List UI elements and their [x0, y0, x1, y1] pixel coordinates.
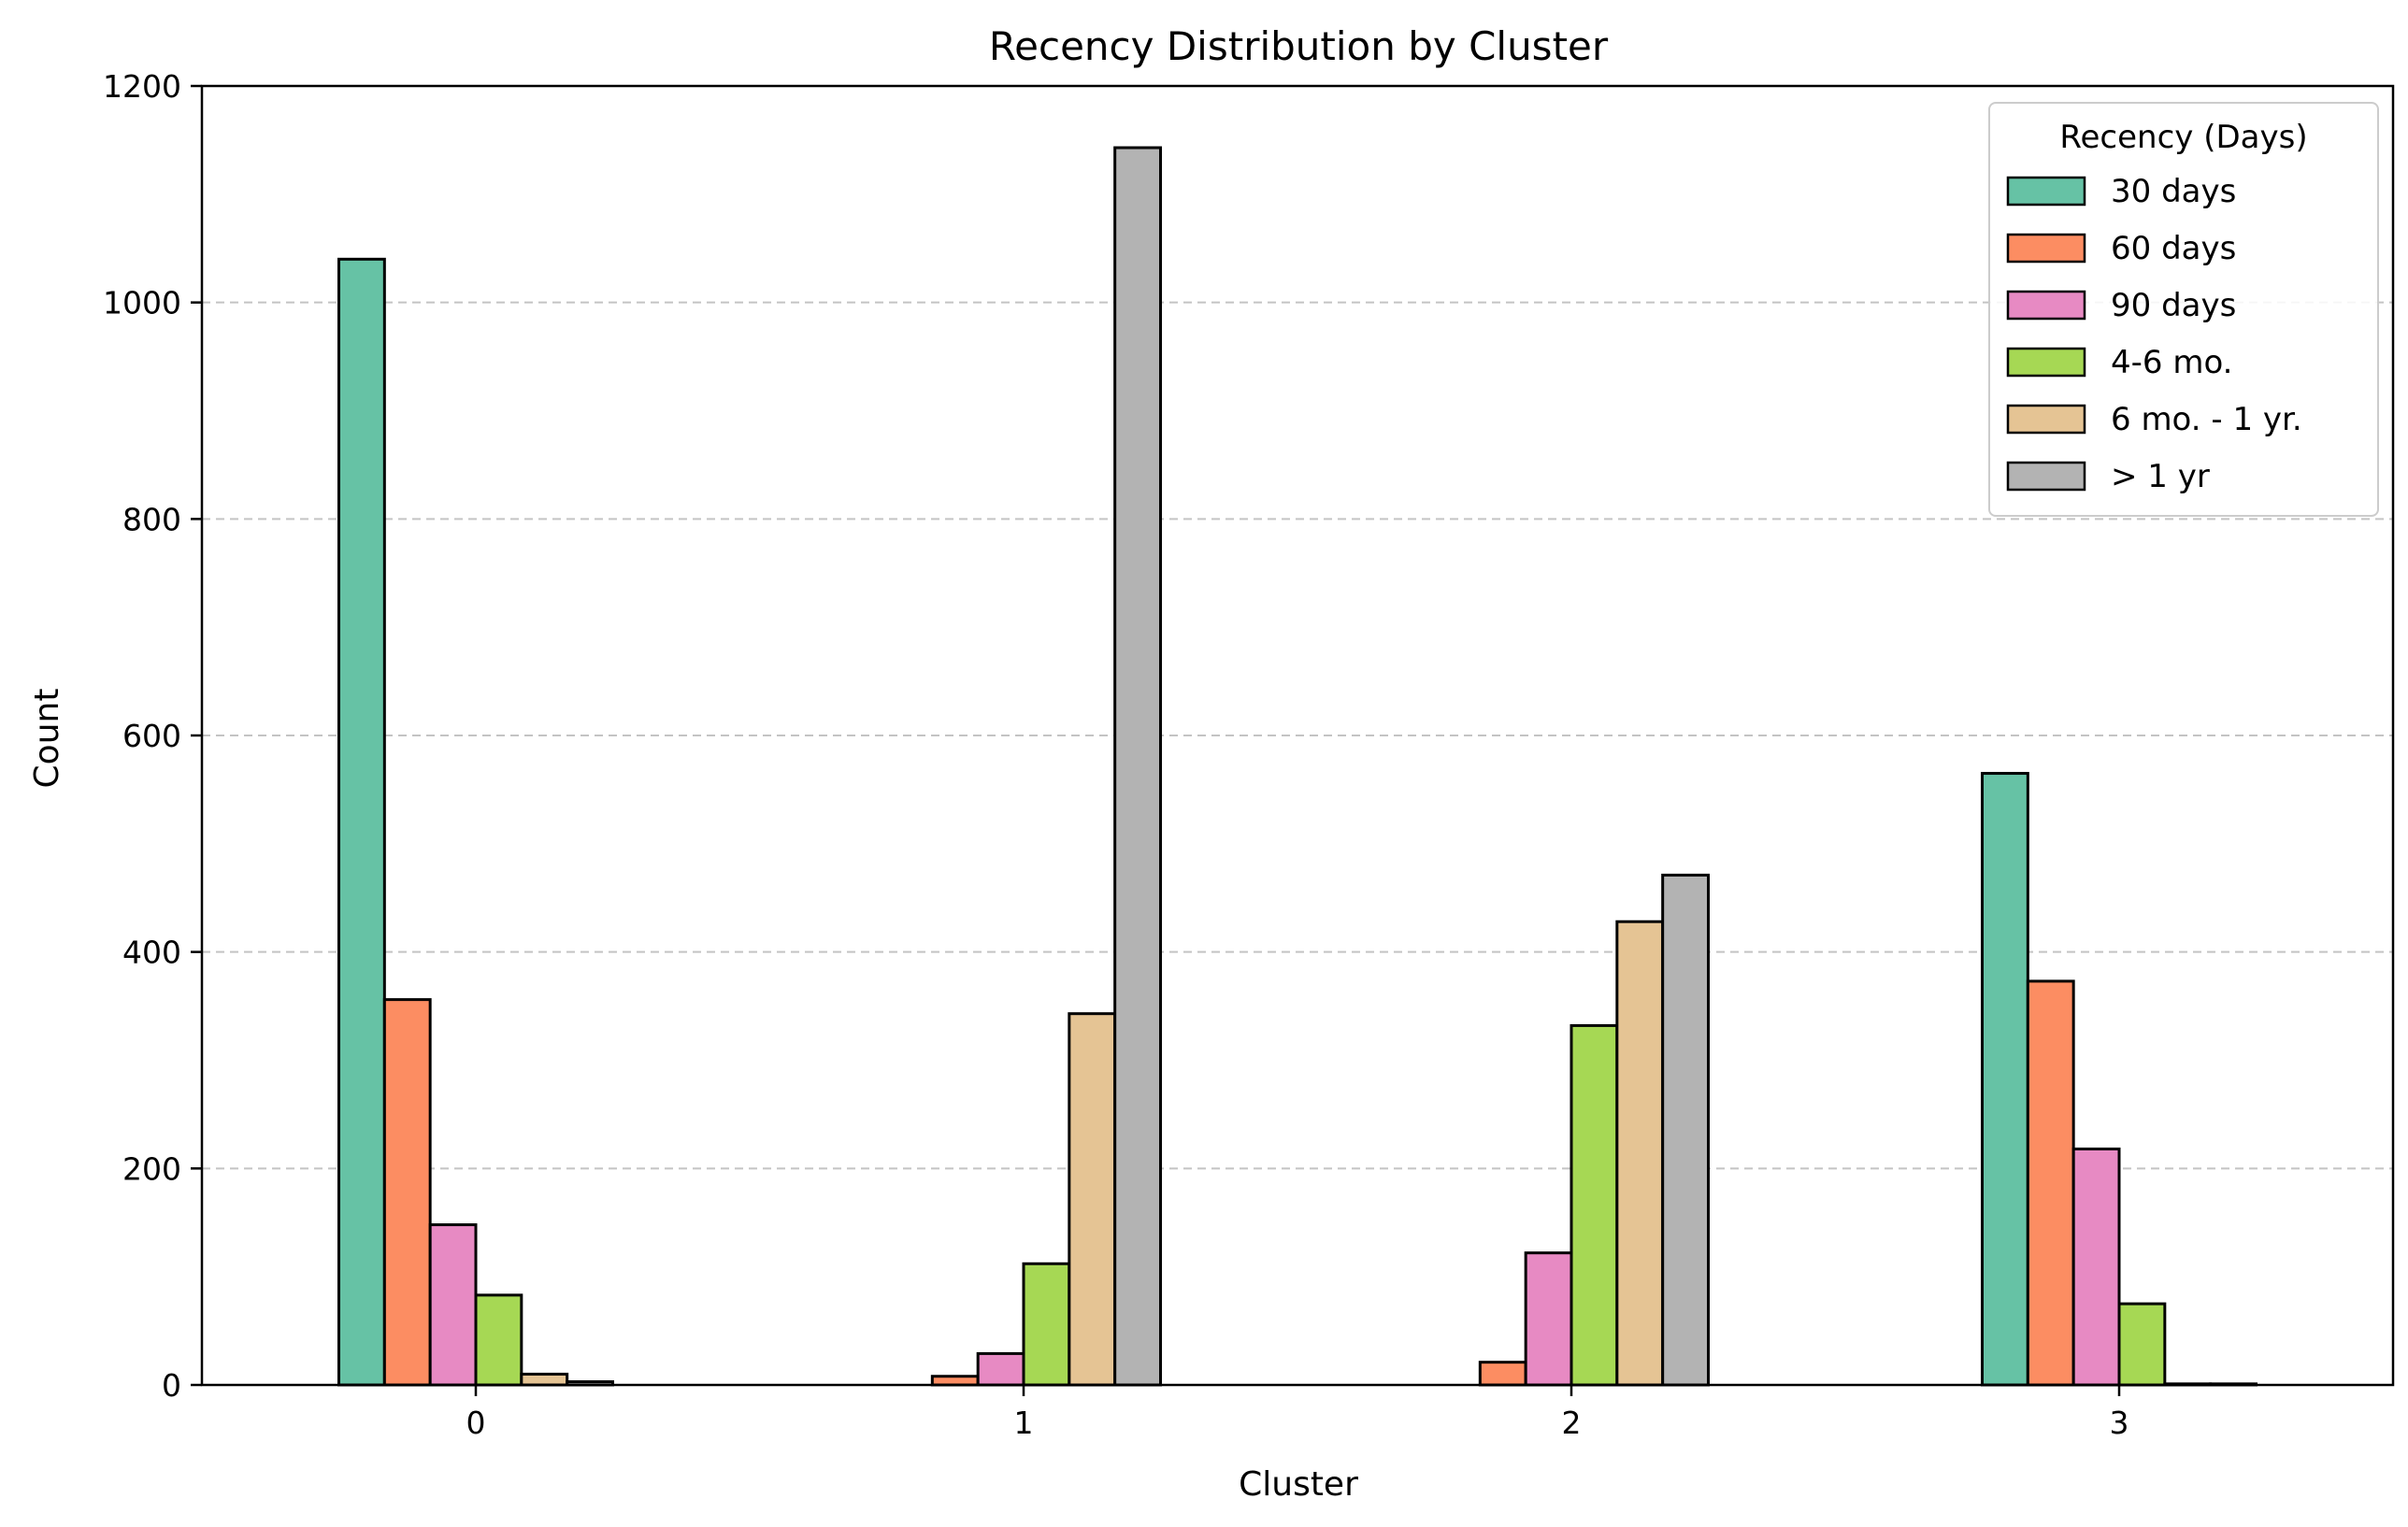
bar-cluster-1-series-2 [976, 1351, 1025, 1387]
y-tick-label-600: 600 [122, 718, 181, 754]
bar-cluster-2-series-1 [1478, 1361, 1527, 1387]
bar-cluster-1-series-5 [1113, 146, 1163, 1387]
y-tick-label-800: 800 [122, 501, 181, 537]
legend-swatch-2 [2006, 290, 2086, 321]
bar-cluster-1-series-1 [930, 1375, 980, 1387]
bar-cluster-3-series-2 [2071, 1147, 2121, 1387]
x-tick-label-1: 1 [1014, 1405, 1034, 1441]
legend-label-3: 4-6 mo. [2111, 344, 2232, 381]
legend-label-1: 60 days [2111, 230, 2236, 267]
bar-cluster-0-series-1 [382, 998, 432, 1387]
bar-cluster-0-series-2 [428, 1223, 478, 1387]
y-tick-label-0: 0 [162, 1367, 181, 1404]
bar-cluster-0-series-0 [337, 257, 386, 1387]
legend: Recency (Days) 30 days 60 days 90 days 4-6 m… [1988, 102, 2379, 517]
legend-swatch-4 [2006, 404, 2086, 435]
bar-cluster-3-series-1 [2026, 979, 2075, 1387]
legend-label-2: 90 days [2111, 287, 2236, 324]
y-tick-label-400: 400 [122, 935, 181, 971]
legend-swatch-0 [2006, 176, 2086, 207]
chart-title: Recency Distribution by Cluster [989, 23, 1609, 69]
bar-cluster-2-series-4 [1615, 920, 1665, 1387]
bar-cluster-0-series-4 [520, 1372, 569, 1387]
x-tick-label-0: 0 [466, 1405, 486, 1441]
x-axis-label: Cluster [1239, 1465, 1358, 1504]
legend-title: Recency (Days) [2059, 119, 2307, 156]
y-tick-label-1200: 1200 [103, 68, 181, 105]
legend-swatch-3 [2006, 347, 2086, 378]
legend-swatch-5 [2006, 461, 2086, 492]
axes: 0 200 400 600 800 1000 1200 0 1 2 3 [103, 68, 2395, 1441]
y-axis-label: Count [28, 689, 66, 789]
bar-cluster-2-series-2 [1524, 1251, 1573, 1387]
bar-cluster-3-series-0 [1981, 772, 2029, 1387]
legend-label-5: > 1 yr [2111, 458, 2210, 495]
legend-box [1988, 102, 2379, 517]
legend-label-4: 6 mo. - 1 yr. [2111, 401, 2302, 438]
y-tick-label-1000: 1000 [103, 285, 181, 321]
legend-swatch-1 [2006, 233, 2086, 264]
y-tick-label-200: 200 [122, 1150, 181, 1187]
bars [337, 146, 2258, 1387]
x-tick-label-3: 3 [2110, 1405, 2129, 1441]
bar-cluster-1-series-4 [1068, 1012, 1117, 1387]
x-tick-label-2: 2 [1562, 1405, 1582, 1441]
bar-cluster-3-series-3 [2117, 1302, 2167, 1387]
legend-label-0: 30 days [2111, 173, 2236, 210]
bar-cluster-1-series-3 [1022, 1262, 1071, 1387]
bar-cluster-2-series-5 [1661, 873, 1711, 1387]
bar-cluster-0-series-3 [474, 1293, 523, 1387]
bar-cluster-2-series-3 [1570, 1023, 1619, 1387]
